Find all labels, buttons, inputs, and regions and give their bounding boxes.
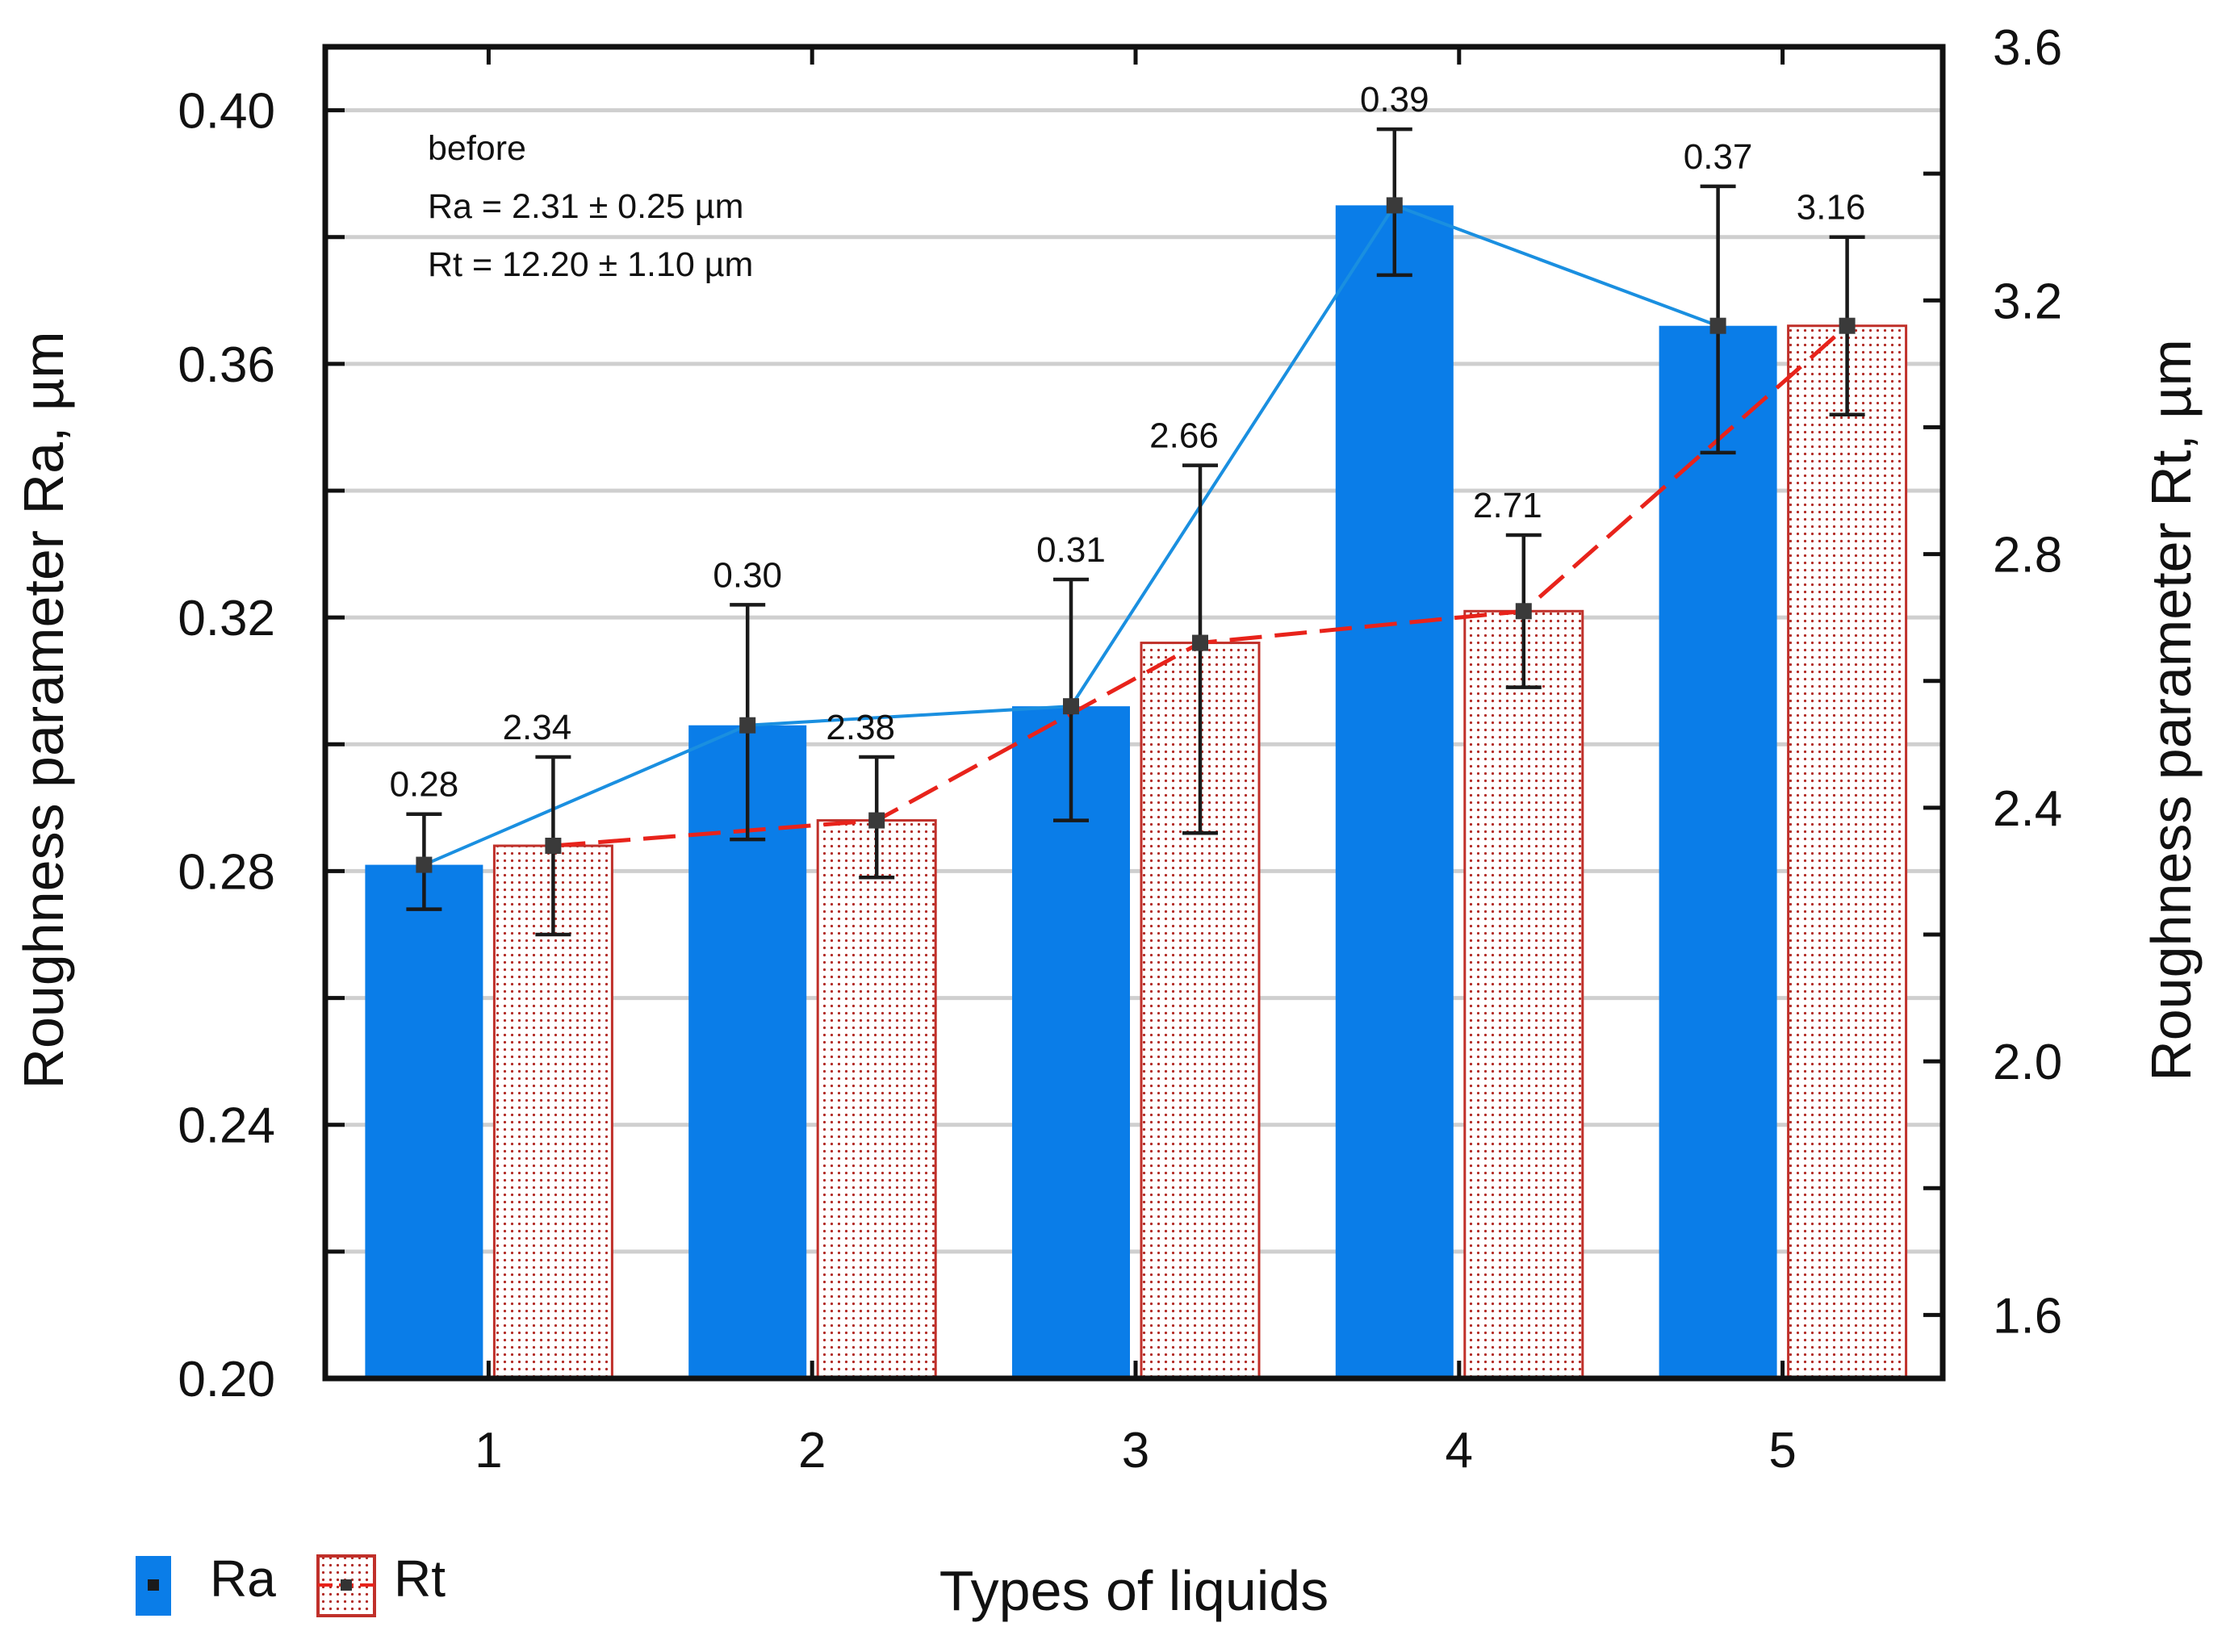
data-label-rt-4: 2.71 — [1473, 486, 1542, 525]
legend: Ra Rt — [136, 1550, 446, 1617]
annotation-line-2: Ra = 2.31 ± 0.25 µm — [428, 187, 743, 226]
y2-axis-title: Roughness parameter Rt, µm — [2140, 339, 2203, 1081]
mean-marker — [868, 812, 885, 829]
y-tick-label: 0.20 — [178, 1352, 275, 1407]
mean-marker — [1515, 603, 1532, 620]
data-label-ra-4: 0.39 — [1360, 80, 1429, 119]
mean-marker — [739, 717, 756, 734]
legend-swatch-rt-marker — [341, 1579, 352, 1591]
bar-rt-4 — [1463, 609, 1584, 1380]
mean-marker — [1063, 698, 1079, 715]
legend-swatch-ra-marker — [148, 1579, 159, 1591]
data-label-ra-3: 0.31 — [1036, 530, 1106, 570]
x-tick-label: 3 — [1122, 1423, 1149, 1478]
y-axis-title: Roughness parameter Ra, µm — [12, 331, 75, 1089]
data-label-ra-1: 0.28 — [390, 765, 459, 805]
error-bar-rt-4 — [1505, 533, 1542, 689]
error-bar-ra-2 — [730, 603, 766, 842]
axes: 0.20 0.24 0.28 0.32 0.36 0.40 1.6 2.0 2.4 2.8 3.2 3… — [178, 20, 2062, 1478]
data-label-rt-3: 2.66 — [1149, 416, 1219, 456]
y-tick-label: 0.32 — [178, 591, 275, 646]
legend-label-ra: Ra — [210, 1550, 276, 1608]
y2-tick-label: 3.2 — [1993, 274, 2062, 329]
annotation-line-1: before — [428, 129, 526, 168]
data-label-rt-5: 3.16 — [1797, 188, 1866, 228]
x-tick-label: 4 — [1446, 1423, 1473, 1478]
error-bar-rt-1 — [535, 755, 571, 937]
y2-tick-label: 2.0 — [1993, 1035, 2062, 1090]
error-bar-ra-3 — [1053, 577, 1089, 822]
series-lines — [423, 203, 1849, 867]
data-label-ra-2: 0.30 — [713, 555, 782, 595]
bar-ra-5 — [1659, 325, 1777, 1378]
bar-rt-2 — [816, 819, 937, 1380]
data-label-rt-1: 2.34 — [503, 708, 572, 747]
x-tick-label: 2 — [798, 1423, 826, 1478]
error-bar-rt-2 — [859, 755, 895, 880]
mean-marker — [545, 838, 562, 854]
error-bar-rt-5 — [1829, 235, 1865, 416]
bar-rt-5 — [1787, 324, 1908, 1380]
error-bar-ra-5 — [1700, 184, 1736, 455]
mean-marker — [1386, 197, 1403, 214]
mean-marker — [1839, 317, 1856, 334]
error-bar-ra-4 — [1376, 127, 1412, 278]
x-tick-label: 1 — [475, 1423, 502, 1478]
x-axis-title: Types of liquids — [939, 1559, 1328, 1622]
mean-marker — [1709, 317, 1726, 334]
y2-tick-label: 1.6 — [1993, 1288, 2062, 1344]
annotation-line-3: Rt = 12.20 ± 1.10 µm — [428, 245, 753, 284]
y2-tick-label: 2.4 — [1993, 781, 2062, 837]
y-tick-label: 0.40 — [178, 84, 275, 140]
x-tick-label: 5 — [1768, 1423, 1796, 1478]
legend-label-rt: Rt — [394, 1550, 446, 1608]
error-bar-ra-1 — [406, 812, 442, 911]
data-labels: 0.28 2.34 0.30 2.38 0.31 2.66 0.39 2.71 0.37 3.16 — [390, 80, 1866, 805]
y2-tick-label: 2.8 — [1993, 528, 2062, 583]
data-label-rt-2: 2.38 — [826, 708, 895, 747]
bar-ra-4 — [1335, 205, 1454, 1378]
annotation-box: before Ra = 2.31 ± 0.25 µm Rt = 12.20 ± … — [428, 129, 753, 284]
y-tick-label: 0.28 — [178, 844, 275, 900]
mean-marker — [416, 856, 433, 873]
y-tick-label: 0.24 — [178, 1098, 275, 1154]
mean-marker — [1192, 634, 1208, 651]
error-bar-rt-3 — [1182, 463, 1218, 835]
bar-ra-1 — [365, 864, 483, 1378]
y2-tick-label: 3.6 — [1993, 20, 2062, 76]
data-label-ra-5: 0.37 — [1684, 137, 1753, 177]
y-tick-label: 0.36 — [178, 337, 275, 393]
error-bars — [406, 127, 1865, 937]
